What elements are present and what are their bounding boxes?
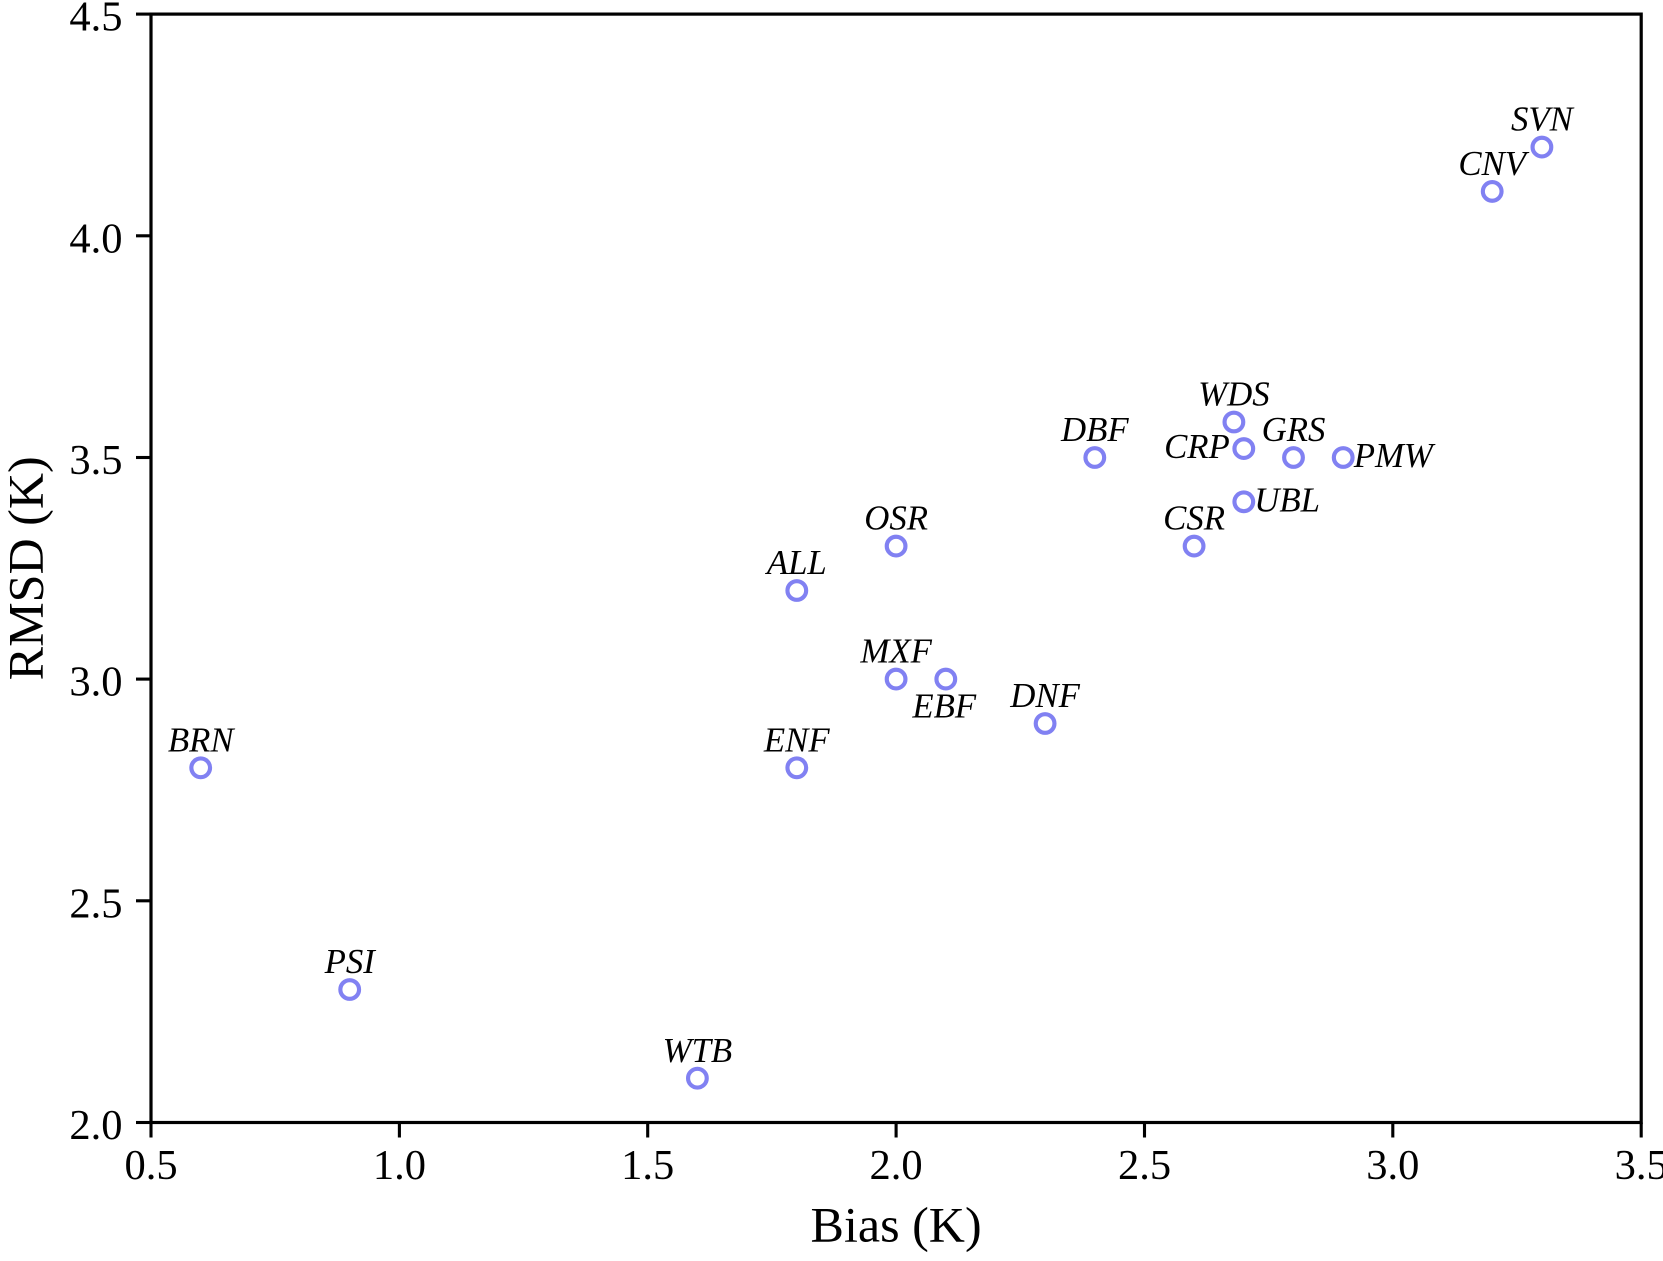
svg-text:CNV: CNV bbox=[1458, 144, 1529, 183]
svg-text:CRP: CRP bbox=[1164, 427, 1230, 466]
svg-text:DBF: DBF bbox=[1060, 410, 1129, 449]
svg-text:3.5: 3.5 bbox=[69, 437, 122, 484]
svg-text:RMSD (K): RMSD (K) bbox=[0, 456, 54, 680]
svg-text:2.5: 2.5 bbox=[69, 880, 122, 927]
svg-text:4.5: 4.5 bbox=[69, 0, 122, 41]
svg-text:WDS: WDS bbox=[1198, 375, 1270, 414]
svg-text:0.5: 0.5 bbox=[124, 1142, 177, 1189]
svg-text:SVN: SVN bbox=[1511, 100, 1575, 139]
svg-text:Bias (K): Bias (K) bbox=[811, 1196, 982, 1252]
svg-text:1.5: 1.5 bbox=[621, 1142, 674, 1189]
svg-text:PSI: PSI bbox=[324, 942, 377, 981]
svg-text:1.0: 1.0 bbox=[373, 1142, 426, 1189]
svg-text:4.0: 4.0 bbox=[69, 215, 122, 262]
svg-text:CSR: CSR bbox=[1163, 499, 1225, 538]
svg-text:2.0: 2.0 bbox=[69, 1102, 122, 1149]
svg-text:OSR: OSR bbox=[864, 499, 928, 538]
svg-text:ALL: ALL bbox=[765, 543, 827, 582]
svg-text:2.5: 2.5 bbox=[1118, 1142, 1171, 1189]
svg-text:MXF: MXF bbox=[859, 632, 932, 671]
svg-text:3.5: 3.5 bbox=[1615, 1142, 1663, 1189]
svg-text:UBL: UBL bbox=[1254, 480, 1320, 519]
svg-text:PMW: PMW bbox=[1353, 436, 1436, 475]
svg-text:ENF: ENF bbox=[763, 720, 830, 759]
svg-text:3.0: 3.0 bbox=[69, 659, 122, 706]
svg-text:GRS: GRS bbox=[1262, 410, 1326, 449]
svg-text:WTB: WTB bbox=[663, 1031, 733, 1070]
svg-text:DNF: DNF bbox=[1009, 676, 1080, 715]
svg-text:3.0: 3.0 bbox=[1366, 1142, 1419, 1189]
svg-text:2.0: 2.0 bbox=[870, 1142, 923, 1189]
svg-text:EBF: EBF bbox=[911, 687, 977, 726]
svg-text:BRN: BRN bbox=[168, 720, 236, 759]
